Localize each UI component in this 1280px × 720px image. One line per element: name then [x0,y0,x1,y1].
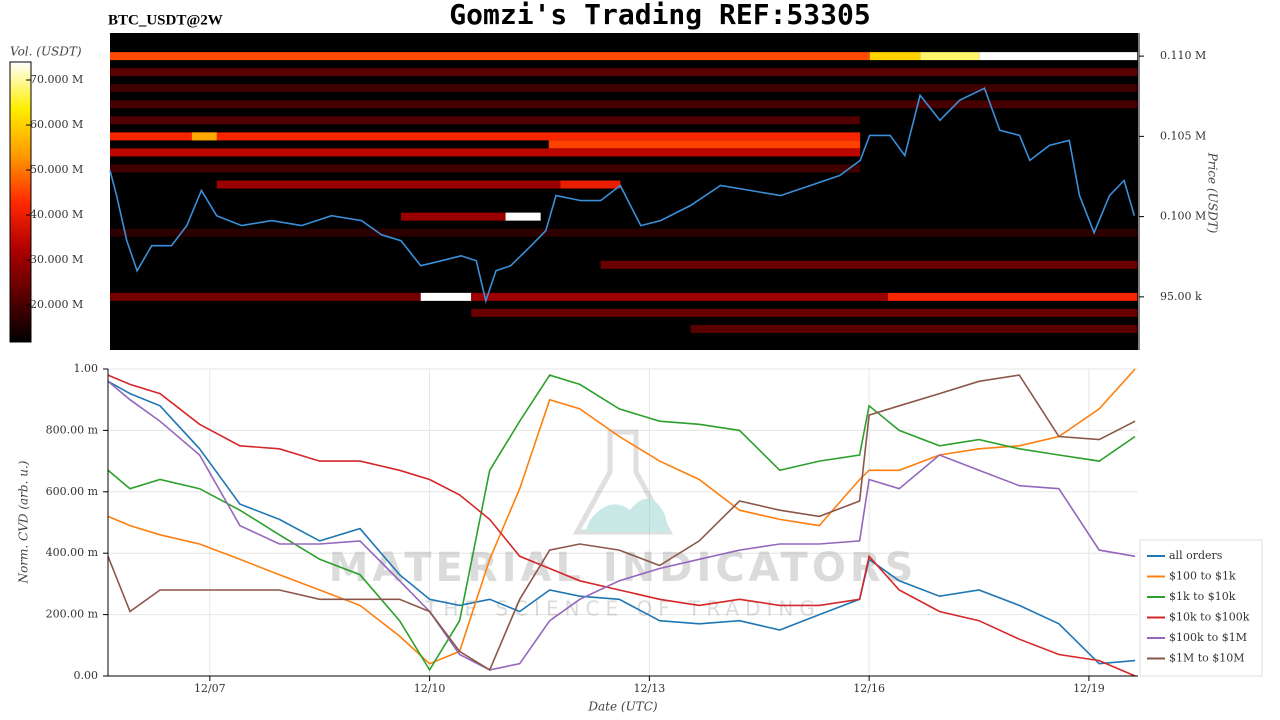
heatmap-cell [420,292,472,301]
heatmap-cell [560,180,621,189]
x-axis-label: Date (UTC) [587,700,657,714]
heatmap-cell [110,132,861,141]
legend: all orders $100 to $1k $1k to $10k $10k to … [1147,549,1250,665]
y-axis-label: Price (USDT) [1206,152,1220,234]
y-axis-label: Norm. CVD (arb. u.) [17,460,31,584]
heatmap-cell [110,52,870,61]
plot-area [108,369,1138,676]
series-line [107,374,1136,672]
heatmap-cell [471,308,1138,317]
x-tick-label: 12/10 [414,682,446,695]
heatmap-cell [110,84,1138,93]
colorbar-label: Vol. (USDT) [10,45,82,59]
heatmap-cell [191,132,217,141]
heatmap-cell [216,180,561,189]
heatmap-cell [869,52,921,61]
y-tick-label: 1.00 [74,362,99,375]
colorbar-tick-label: 60.000 M [30,118,83,131]
symbol: BTC_USDT@2W [108,12,223,28]
legend-label: $100 to $1k [1169,570,1236,583]
heatmap-cell [471,292,888,301]
colorbar-tick-label: 40.000 M [30,208,83,221]
heatmap-cell [979,52,1138,61]
y-tick-label: 0.105 M [1160,129,1206,142]
heatmap-cell [110,228,1138,237]
heatmap-cell [690,324,1138,333]
series-line [107,374,1136,677]
x-tick-label: 12/13 [634,682,666,695]
series-line [107,368,1136,665]
colorbar-tick-label: 50.000 M [30,163,83,176]
heatmap-cell [920,52,980,61]
x-tick-label: 12/16 [853,682,885,695]
heatmap-cell [110,100,1138,109]
price-line [109,87,1136,304]
grid [108,368,1138,677]
chart-title: Gomzi's Trading REF:53305 [449,0,870,31]
heatmap-cell [110,116,861,125]
y-tick-label: 400.00 m [46,546,99,559]
y-tick-label: 95.00 k [1160,290,1202,303]
heatmap-cell [887,292,1138,301]
legend-label: $10k to $100k [1169,611,1250,624]
watermark: MATERIAL INDICATORS [329,545,918,591]
heatmap-cell [505,212,541,221]
colorbar-tick-label: 70.000 M [30,73,83,86]
y-tick-label: 0.110 M [1160,49,1206,62]
heatmap-cell [110,292,421,301]
watermark-icon [572,429,674,535]
legend-label: all orders [1169,549,1223,562]
heatmap-cell [110,68,1138,77]
series-line [107,374,1136,672]
colorbar-tick-label: 20.000 M [30,298,83,311]
y-tick-label: 0.00 [74,669,99,682]
y-tick-label: 0.100 M [1160,210,1206,223]
x-tick-label: 12/19 [1073,682,1105,695]
legend-box [1139,539,1263,677]
heatmap-cell [110,148,861,157]
heatmap-cell [110,164,861,173]
series-line [107,380,1136,671]
legend-label: $100k to $1M [1169,631,1247,644]
heatmap-cell [548,140,861,149]
legend-label: $1M to $10M [1169,652,1245,665]
heatmap-cell [400,212,506,221]
y-tick-label: 200.00 m [46,608,99,621]
heatmap [109,52,1138,333]
heatmap-cell [600,260,1138,269]
legend-label: $1k to $10k [1169,590,1236,603]
x-tick-label: 12/07 [194,682,226,695]
y-tick-label: 800.00 m [46,423,99,436]
y-tick-label: 600.00 m [46,485,99,498]
colorbar-tick-label: 30.000 M [30,253,83,266]
series-line [107,380,1136,665]
colorbar [9,61,32,343]
lines [107,368,1136,677]
